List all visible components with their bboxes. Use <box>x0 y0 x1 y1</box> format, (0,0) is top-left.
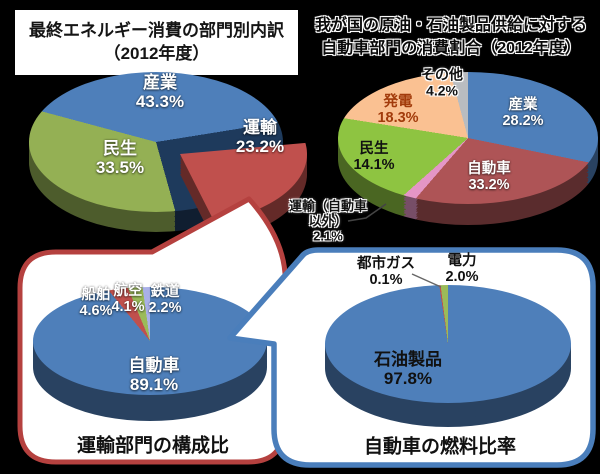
chart-final-energy-title-line1: 最終エネルギー消費の部門別内訳 <box>29 21 284 41</box>
slice-label-senpaku: 船舶 4.6% <box>79 286 113 319</box>
pie-surface <box>180 158 307 242</box>
pie-surface <box>338 72 598 204</box>
slice-label-sekiyu: 石油製品 97.8% <box>374 349 442 388</box>
pie-surface <box>180 153 307 237</box>
pie-surface <box>325 291 571 409</box>
pie-surface <box>33 313 267 421</box>
auto-fuel-caption: 自動車の燃料比率 <box>363 436 517 458</box>
leader-toshigas <box>411 273 442 288</box>
slice-label-tetsudo: 鉄道 2.2% <box>148 283 182 316</box>
chart-final-energy-title-line2: （2012年度） <box>103 43 210 63</box>
pie-surface <box>29 89 283 230</box>
pie-surface <box>33 309 267 418</box>
pie-surface <box>325 285 571 403</box>
slice-label-koku: 航空 4.1% <box>111 282 145 315</box>
slice-label-hatsuden: 発電 18.3% <box>377 93 419 126</box>
slice-label-jidosha-2: 自動車 33.2% <box>467 160 511 193</box>
pie-surface <box>29 82 283 222</box>
transport-composition-caption: 運輸部門の構成比 <box>76 435 230 457</box>
pie-surface <box>33 296 267 405</box>
pie-surface <box>325 297 571 415</box>
pie-surface <box>33 290 267 399</box>
pie-surface <box>325 303 571 421</box>
slice-label-minsei-2: 民生 14.1% <box>353 140 395 173</box>
pie-surface <box>325 288 571 406</box>
pie-surface <box>338 93 598 225</box>
slice-label-unyu: 運輸 23.2% <box>235 117 285 156</box>
pie-surface <box>338 74 598 207</box>
pie-surface <box>33 287 267 395</box>
slice-label-unyu-other: 運輸（自動車以外） 2.1% <box>289 198 368 244</box>
slice-label-denryoku: 電力 2.0% <box>445 252 479 285</box>
slice-label-sangyo-2: 産業 28.2% <box>502 96 544 129</box>
pie-surface <box>338 77 598 210</box>
pie-surface <box>325 306 571 424</box>
leader-unyu-other <box>347 203 387 222</box>
chart-final-energy-title-box: 最終エネルギー消費の部門別内訳 （2012年度） <box>15 10 298 75</box>
pie-surface <box>338 85 598 218</box>
pie-surface <box>180 161 307 244</box>
pie-surface <box>338 90 598 223</box>
pie-surface <box>338 82 598 215</box>
pie-surface <box>33 300 267 408</box>
pie-surface <box>180 141 307 224</box>
pie-surface <box>29 84 283 225</box>
chart-oil-supply-title-line2: 自動車部門の消費割合（2012年度） <box>321 40 581 58</box>
pie-surface <box>338 87 598 220</box>
pie-surface <box>33 293 267 402</box>
pie-surface <box>29 79 283 220</box>
transport-callout-outline <box>17 196 288 465</box>
pie-surface <box>325 300 571 418</box>
slice-label-jidosha-3: 自動車 89.1% <box>128 355 180 394</box>
pie-surface <box>29 92 283 232</box>
pie-surface <box>180 151 307 234</box>
pie-surface <box>33 306 267 415</box>
fuel-callout-outline <box>227 247 596 468</box>
slice-label-sonota: その他 4.2% <box>421 66 463 98</box>
slice-label-sangyo-1: 産業 43.3% <box>135 72 185 111</box>
chart-oil-supply-title: 我が国の原油・石油製品供給に対する 自動車部門の消費割合（2012年度） <box>306 14 596 60</box>
pie-surface <box>325 294 571 412</box>
pie-surface <box>29 87 283 227</box>
pie-surface <box>33 303 267 412</box>
pie-surface <box>29 74 283 215</box>
pie-surface <box>180 156 307 239</box>
pie-surface <box>180 143 307 227</box>
slice-label-minsei-1: 民生 33.5% <box>95 138 145 177</box>
chart-oil-supply-title-line1: 我が国の原油・石油製品供給に対する <box>314 17 587 34</box>
pie-surface <box>338 79 598 212</box>
slice-label-toshigas: 都市ガス 0.1% <box>357 255 415 288</box>
pie-surface <box>29 72 283 212</box>
pie-surface <box>180 146 307 229</box>
pie-surface <box>180 148 307 232</box>
pie-surface <box>29 77 283 217</box>
pie-surface <box>325 309 571 427</box>
